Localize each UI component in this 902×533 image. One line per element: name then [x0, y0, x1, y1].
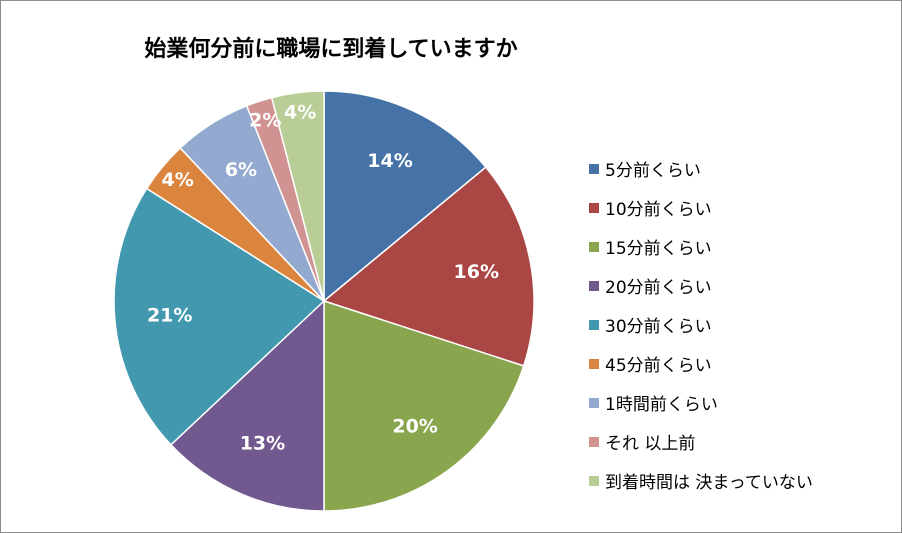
- legend-swatch: [589, 241, 599, 252]
- data-label-2: 16%: [454, 261, 499, 283]
- pie-labels: 14%16%20%13%21%4% 6%2% 4%: [147, 101, 499, 454]
- pie-slice-9: [270, 90, 325, 302]
- legend-swatch: [589, 436, 599, 447]
- data-label-1: 14%: [367, 150, 412, 172]
- legend: 5分前くらい 10分前くらい 15分前くらい 20分前くらい 30分前くらい 45分前くら…: [589, 149, 813, 500]
- data-label-8: 2%: [249, 109, 281, 131]
- legend-swatch: [589, 280, 599, 291]
- legend-item-2: 10分前くらい: [589, 188, 813, 227]
- legend-item-3: 15分前くらい: [589, 227, 813, 266]
- pie-slice-5: [113, 187, 326, 446]
- data-label-7: 6%: [225, 159, 257, 181]
- legend-swatch: [589, 202, 599, 213]
- legend-swatch: [589, 397, 599, 408]
- legend-label: 20分前くらい: [605, 278, 712, 298]
- legend-label: 30分前くらい: [605, 317, 712, 337]
- legend-swatch: [589, 358, 599, 369]
- legend-label: 1時間前くらい: [605, 395, 718, 415]
- legend-label: 10分前くらい: [605, 200, 712, 220]
- legend-label: 15分前くらい: [605, 239, 712, 259]
- legend-label: 5分前くらい: [605, 161, 701, 181]
- pie-slices: [113, 90, 535, 512]
- legend-item-7: 1時間前くらい: [589, 383, 813, 422]
- legend-item-1: 5分前くらい: [589, 149, 813, 188]
- legend-label: 45分前くらい: [605, 356, 712, 376]
- legend-swatch: [589, 163, 599, 174]
- legend-label: それ 以上前: [605, 434, 696, 454]
- legend-item-4: 20分前くらい: [589, 266, 813, 305]
- pie-slice-4: [169, 299, 325, 512]
- pie-slice-3: [323, 299, 525, 512]
- legend-item-5: 30分前くらい: [589, 305, 813, 344]
- data-label-9: 4%: [284, 101, 316, 123]
- legend-item-9: 到着時間は 決まっていない: [589, 461, 813, 500]
- data-label-6: 4%: [161, 169, 193, 191]
- pie-slice-2: [322, 166, 535, 367]
- data-label-3: 20%: [392, 415, 437, 437]
- legend-item-6: 45分前くらい: [589, 344, 813, 383]
- data-label-5: 21%: [147, 305, 192, 327]
- legend-item-8: それ 以上前: [589, 422, 813, 461]
- legend-label: 到着時間は 決まっていない: [605, 473, 813, 493]
- data-label-4: 13%: [240, 432, 285, 454]
- pie-slice-1: [323, 90, 487, 303]
- chart-title: 始業何分前に職場に到着していますか: [144, 37, 518, 62]
- legend-swatch: [589, 475, 599, 486]
- legend-swatch: [589, 319, 599, 330]
